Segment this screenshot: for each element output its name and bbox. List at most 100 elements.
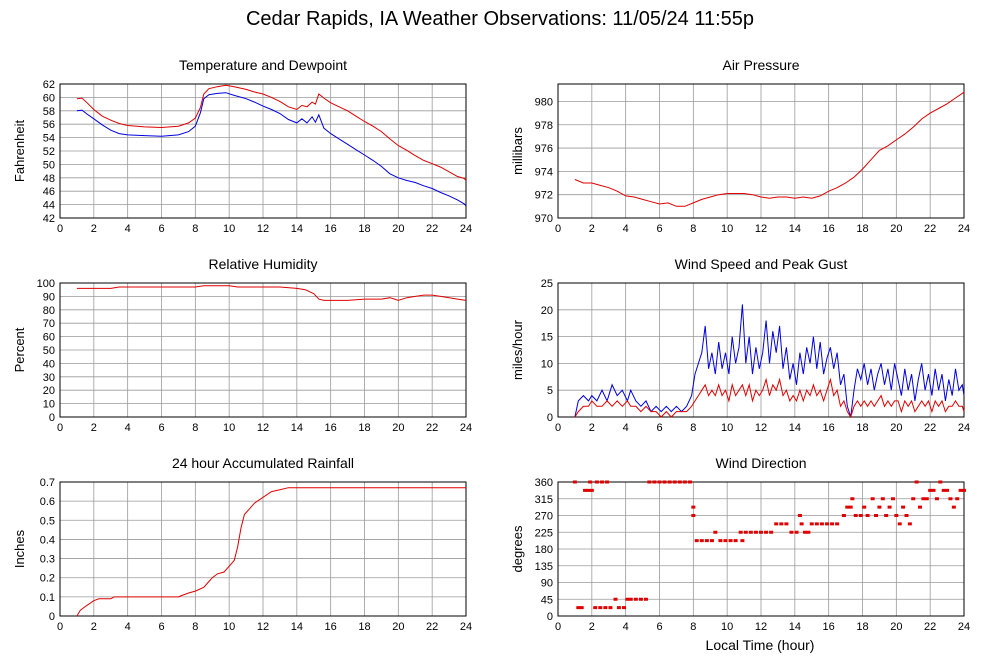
wdir-point — [824, 522, 829, 526]
wind-x-tick-label: 20 — [890, 422, 902, 434]
wdir-point — [789, 530, 794, 534]
rh-frame — [59, 282, 467, 418]
temp-y-axis-label: Fahrenheit — [12, 120, 27, 183]
wdir-point — [901, 505, 906, 509]
wdir-point — [691, 514, 696, 517]
rain-frame — [59, 481, 467, 617]
wdir-point — [588, 480, 593, 484]
rain-y-tick-label: 0.4 — [40, 534, 55, 546]
pres-x-tick-label: 20 — [890, 223, 902, 235]
wdir-point — [687, 480, 692, 484]
rh-y-axis-label: Percent — [12, 327, 27, 372]
wdir-point — [858, 514, 863, 517]
wdir-point — [962, 488, 966, 492]
wdir-point — [713, 530, 718, 534]
wdir-point — [593, 606, 598, 610]
temp-y-tick-label: 44 — [43, 200, 55, 212]
pres-y-tick-label: 972 — [535, 190, 553, 202]
rh-series-line-0 — [76, 285, 467, 301]
wind-x-tick-label: 14 — [789, 422, 801, 434]
temp-y-tick-label: 54 — [43, 133, 55, 145]
wdir-point — [621, 606, 626, 610]
wdir-point — [918, 505, 923, 509]
rain-y-tick-label: 0 — [49, 611, 55, 623]
rh-y-tick-label: 60 — [43, 332, 55, 344]
rain-x-tick-label: 2 — [91, 621, 97, 633]
wdir-y-tick-label: 45 — [541, 594, 553, 606]
wdir-point — [599, 480, 604, 484]
wdir-point — [830, 522, 835, 526]
wdir-point — [941, 488, 946, 492]
wdir-point — [914, 480, 919, 484]
wdir-x-tick-label: 8 — [690, 621, 696, 633]
pres-x-tick-label: 12 — [755, 223, 767, 235]
wdir-point — [845, 505, 850, 509]
wdir-point — [740, 539, 745, 543]
wdir-point — [894, 514, 899, 517]
wdir-y-tick-label: 90 — [541, 578, 553, 590]
temp-title: Temperature and Dewpoint — [179, 57, 347, 73]
wind-x-tick-label: 6 — [656, 422, 662, 434]
pres-y-tick-label: 980 — [535, 96, 553, 108]
pres-x-tick-label: 18 — [856, 223, 868, 235]
pres-title: Air Pressure — [722, 57, 799, 73]
rain-y-tick-label: 0.2 — [40, 573, 55, 585]
wdir-point — [948, 497, 953, 501]
rh-y-tick-label: 20 — [43, 385, 55, 397]
wdir-point — [583, 488, 588, 492]
wdir-point — [806, 530, 811, 534]
wdir-point — [877, 505, 882, 509]
wdir-point — [699, 539, 704, 543]
wdir-point — [748, 530, 753, 534]
rh-x-tick-label: 2 — [91, 422, 97, 434]
wdir-x-tick-label: 20 — [890, 621, 902, 633]
wdir-point — [753, 530, 758, 534]
rain-x-tick-label: 12 — [257, 621, 269, 633]
wdir-point — [759, 530, 763, 534]
wdir-point — [862, 505, 867, 509]
wdir-point — [625, 597, 630, 601]
pres-y-axis-label: millibars — [510, 127, 525, 175]
wdir-point — [865, 514, 870, 517]
wdir-point — [616, 606, 621, 610]
wdir-point — [814, 522, 819, 526]
wdir-x-tick-label: 18 — [856, 621, 868, 633]
rh-y-tick-label: 0 — [49, 412, 55, 424]
rh-y-tick-label: 70 — [43, 318, 55, 330]
wind-x-tick-label: 10 — [721, 422, 733, 434]
wdir-x-tick-label: 10 — [721, 621, 733, 633]
pres-x-tick-label: 2 — [589, 223, 595, 235]
wdir-point — [589, 488, 594, 492]
wdir-point — [764, 530, 769, 534]
wdir-x-tick-label: 4 — [623, 621, 629, 633]
wdir-point — [819, 522, 824, 526]
rh-x-tick-label: 6 — [158, 422, 164, 434]
wdir-title: Wind Direction — [715, 455, 806, 471]
wdir-y-tick-label: 135 — [535, 561, 553, 573]
wdir-point — [743, 530, 748, 534]
temp-y-tick-label: 50 — [43, 159, 55, 171]
rain-x-tick-label: 14 — [291, 621, 303, 633]
wdir-point — [848, 505, 853, 509]
wdir-point — [897, 522, 902, 526]
wdir-point — [794, 530, 799, 534]
rain-y-tick-label: 0.5 — [40, 515, 55, 527]
temp-x-tick-label: 6 — [158, 223, 164, 235]
temp-y-tick-label: 56 — [43, 119, 55, 131]
wdir-point — [667, 480, 672, 484]
wdir-point — [652, 480, 657, 484]
wind-x-tick-label: 18 — [856, 422, 868, 434]
wind-x-tick-label: 24 — [958, 422, 970, 434]
wdir-point — [728, 539, 733, 543]
page-title: Cedar Rapids, IA Weather Observations: 1… — [245, 8, 755, 30]
temp-x-tick-label: 16 — [325, 223, 337, 235]
wdir-y-tick-label: 270 — [535, 511, 553, 523]
wdir-point — [677, 480, 682, 484]
temp-x-tick-label: 4 — [125, 223, 131, 235]
wind-x-tick-label: 8 — [690, 422, 696, 434]
temp-x-tick-label: 18 — [358, 223, 370, 235]
rain-x-tick-label: 8 — [192, 621, 198, 633]
rain-x-tick-label: 22 — [426, 621, 438, 633]
wind-series-line-1 — [574, 377, 965, 419]
pres-y-tick-label: 978 — [535, 120, 553, 132]
